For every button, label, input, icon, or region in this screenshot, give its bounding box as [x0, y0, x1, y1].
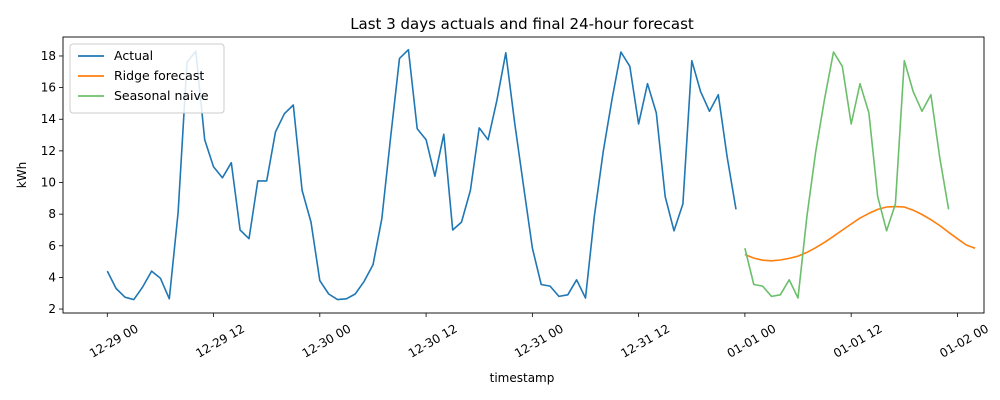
y-tick-label: 18 — [41, 49, 56, 63]
x-tick-label: 12-29 00 — [87, 321, 141, 360]
y-tick-label: 16 — [41, 81, 56, 95]
x-tick-label: 12-29 12 — [193, 321, 247, 360]
plot-frame — [62, 36, 985, 314]
x-tick-label: 12-30 12 — [406, 321, 460, 360]
x-axis-label: timestamp — [490, 371, 555, 385]
y-tick-label: 8 — [48, 207, 56, 221]
y-axis: 2 4 6 8 10 12 14 16 18 — [41, 49, 63, 316]
y-tick-label: 4 — [48, 270, 56, 284]
x-tick-label: 12-30 00 — [300, 321, 354, 360]
series-line-seasonal-naive — [744, 51, 950, 299]
chart-title: Last 3 days actuals and final 24-hour fo… — [350, 15, 694, 33]
y-tick-label: 14 — [41, 112, 56, 126]
y-axis-label: kWh — [15, 162, 29, 188]
x-tick-label: 12-31 12 — [618, 321, 672, 360]
y-tick-label: 12 — [41, 144, 56, 158]
series-line-actual — [106, 48, 737, 301]
y-tick-label: 2 — [48, 302, 56, 316]
x-tick-label: 12-31 00 — [512, 321, 566, 360]
series-line-ridge-forecast — [744, 205, 976, 262]
x-tick-label: 01-01 00 — [725, 321, 779, 360]
y-tick-label: 10 — [41, 176, 56, 190]
legend-label: Ridge forecast — [114, 68, 204, 83]
plot-area — [106, 48, 976, 301]
x-tick-label: 01-02 00 — [937, 321, 991, 360]
legend-box — [69, 43, 225, 114]
legend-label: Actual — [114, 48, 153, 63]
y-tick-label: 6 — [48, 239, 56, 253]
legend-label: Seasonal naive — [114, 88, 209, 103]
x-axis: 12-29 00 12-29 12 12-30 00 12-30 12 12-31 00… — [87, 313, 991, 361]
x-tick-label: 01-01 12 — [831, 321, 885, 360]
legend: Actual Ridge forecast Seasonal naive — [69, 43, 225, 114]
